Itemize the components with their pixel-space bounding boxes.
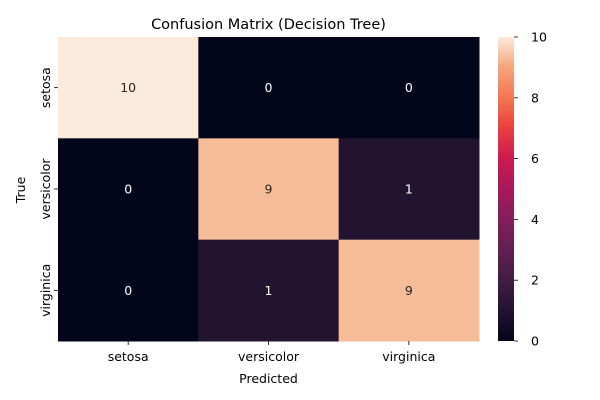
x-tick-label: virginica (382, 349, 435, 364)
colorbar-tick-label: 4 (531, 212, 539, 227)
x-axis-label: Predicted (239, 371, 298, 386)
cell-value-label: 0 (265, 80, 273, 95)
heatmap-cell (198, 138, 340, 241)
cell-annotations: 10 0 00 9 10 1 9 (120, 80, 413, 298)
colorbar-tick-label: 2 (531, 273, 539, 288)
cell-value-label: 0 (124, 182, 132, 197)
cell-value-label: 9 (265, 182, 273, 197)
heatmap-cells (58, 37, 480, 342)
y-tick-label: virginica (38, 264, 53, 317)
colorbar (498, 37, 514, 341)
cell-value-label: 10 (120, 80, 136, 95)
heatmap-cell (58, 239, 199, 342)
heatmap-cell (338, 138, 480, 241)
heatmap-cell (338, 37, 480, 139)
colorbar-ticks: 0 2 4 6 8 10 (514, 30, 547, 349)
cell-value-label: 1 (265, 283, 273, 298)
colorbar-tick-label: 6 (531, 151, 539, 166)
cell-value-label: 0 (405, 80, 413, 95)
colorbar-tick-label: 10 (531, 30, 547, 45)
x-tick-label: versicolor (238, 349, 300, 364)
colorbar-tick-label: 0 (531, 334, 539, 349)
chart-title: Confusion Matrix (Decision Tree) (151, 17, 386, 33)
heatmap-cell (198, 37, 340, 139)
y-axis-label: True (13, 176, 28, 204)
x-axis-ticks: setosa versicolor virginica (108, 341, 435, 364)
heatmap-cell (198, 239, 340, 342)
cell-value-label: 9 (405, 283, 413, 298)
colorbar-tick-label: 8 (531, 90, 539, 105)
x-tick-label: setosa (108, 349, 149, 364)
heatmap-cell (58, 138, 199, 241)
cell-value-label: 1 (405, 182, 413, 197)
heatmap-cell (58, 37, 199, 139)
cell-value-label: 0 (124, 283, 132, 298)
heatmap-cell (338, 239, 480, 342)
y-tick-label: versicolor (38, 158, 53, 220)
y-axis-ticks: setosa versicolor virginica (38, 67, 58, 317)
y-tick-label: setosa (38, 67, 53, 108)
